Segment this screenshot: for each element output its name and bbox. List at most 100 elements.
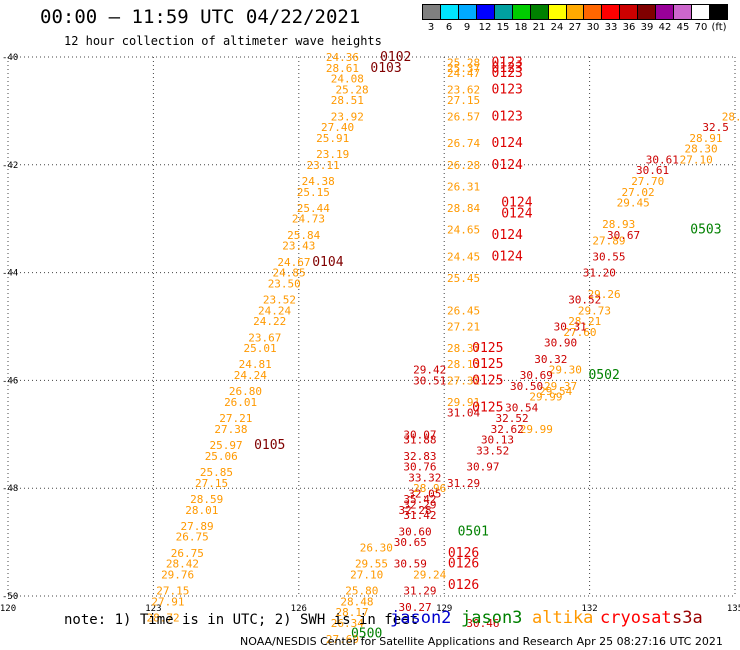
color-scale-labels: 3 6 9 12 15 18 21 24 27 30 33 36 39 42 45 70 (ft) (422, 22, 728, 33)
wave-height-label: 30.07 (403, 428, 436, 441)
pass-id-label: 0124 (492, 158, 523, 173)
wave-height-label: 26.45 (447, 304, 480, 317)
color-scale-cell (530, 5, 549, 19)
color-scale-label: 70 (694, 22, 708, 33)
wave-height-label: 30.13 (481, 434, 514, 447)
color-scale-cells (422, 4, 728, 20)
wave-height-label: 23.19 (316, 148, 349, 161)
wave-height-label: 30.50 (510, 380, 543, 393)
color-scale-label: 6 (445, 22, 453, 33)
wave-height-label: 30.97 (466, 461, 499, 474)
wave-height-label: 28.51 (331, 94, 364, 107)
wave-height-label: 29.99 (520, 423, 553, 436)
legend-item-s3a: s3a (672, 608, 703, 628)
color-scale-label: 33 (604, 22, 618, 33)
y-tick-label: -48 (2, 484, 18, 494)
color-scale-cell (440, 5, 459, 19)
pass-id-label: 0123 (492, 55, 523, 70)
wave-height-label: 23.67 (248, 331, 281, 344)
wave-height-label: 25.97 (210, 439, 243, 452)
x-tick-label: 120 (0, 604, 16, 614)
wave-height-label: 28.01 (185, 504, 218, 517)
wave-height-label: 28.91 (689, 132, 722, 145)
wave-height-label: 23.92 (331, 110, 364, 123)
wave-height-label: 29.26 (588, 288, 621, 301)
wave-height-label: 25.28 (336, 83, 369, 96)
color-scale-cell (566, 5, 585, 19)
wave-height-label: 30.52 (568, 294, 601, 307)
color-scale-label: 45 (676, 22, 690, 33)
wave-height-label: 25.37 (447, 62, 480, 75)
wave-height-label: 25.85 (200, 466, 233, 479)
wave-height-label: 24.38 (302, 175, 335, 188)
wave-height-label: 28.9 (722, 110, 740, 123)
pass-id-label: 0124 (501, 206, 532, 221)
color-scale-label: 30 (586, 22, 600, 33)
x-tick-label: 129 (436, 604, 452, 614)
wave-height-label: 27.10 (680, 153, 713, 166)
x-tick-label: 126 (291, 604, 307, 614)
wave-height-label: 32.52 (495, 412, 528, 425)
wave-height-label: 32.83 (403, 450, 436, 463)
wave-height-label: 30.27 (399, 601, 432, 614)
color-scale-label: 39 (640, 22, 654, 33)
pass-id-label: 0125 (472, 357, 503, 372)
color-scale-cell (692, 5, 710, 19)
legend-item-jason2: jason2 (390, 608, 452, 628)
wave-height-label: 30.54 (505, 401, 538, 414)
color-scale-cell (458, 5, 477, 19)
pass-id-label: 0502 (588, 368, 619, 383)
color-scale-cell (584, 5, 603, 19)
wave-height-label: 29.54 (539, 385, 572, 398)
wave-height-label: 27.15 (195, 477, 228, 490)
y-tick-label: -42 (2, 161, 18, 171)
color-scale-cell (620, 5, 639, 19)
wave-height-label: 25.84 (287, 229, 320, 242)
wave-height-label: 28.93 (602, 218, 635, 231)
wave-height-label: 24.24 (258, 304, 291, 317)
pass-id-label: 0124 (501, 196, 532, 211)
pass-id-label: 0102 (380, 50, 411, 65)
wave-height-label: 29.45 (617, 197, 650, 210)
pass-id-label: 0124 (492, 136, 523, 151)
wave-height-label: 29.42 (413, 364, 446, 377)
wave-height-label: 30.69 (520, 369, 553, 382)
wave-height-label: 26.74 (447, 137, 480, 150)
wave-height-label: 27.60 (563, 326, 596, 339)
wave-height-label: 25.06 (205, 450, 238, 463)
pass-id-label: 0123 (492, 109, 523, 124)
color-scale-label: 18 (514, 22, 528, 33)
wave-height-label: 24.36 (326, 51, 359, 64)
wave-height-label: 25.80 (345, 585, 378, 598)
wave-height-label: 31.88 (403, 434, 436, 447)
wave-height-label: 25.45 (447, 272, 480, 285)
y-tick-label: -46 (2, 376, 18, 386)
wave-height-label: 24.47 (447, 67, 480, 80)
wave-height-label: 35.42 (403, 493, 436, 506)
wave-height-label: 30.51 (413, 374, 446, 387)
color-scale-cell (656, 5, 675, 19)
wave-height-label: 31.20 (583, 267, 616, 280)
wave-height-label: 27.21 (219, 412, 252, 425)
wave-height-label: 29.30 (549, 364, 582, 377)
wave-height-label: 24.81 (239, 358, 272, 371)
wave-height-label: 27.69 (326, 633, 359, 646)
wave-height-label: 25.44 (297, 202, 330, 215)
wave-height-label: 23.11 (306, 159, 339, 172)
wave-height-label: 26.75 (176, 531, 209, 544)
wave-height-label: 24.73 (292, 213, 325, 226)
color-scale-label: 9 (463, 22, 471, 33)
color-scale-label: 12 (478, 22, 492, 33)
legend-item-jason3: jason3 (461, 608, 523, 628)
color-scale-cell (476, 5, 495, 19)
wave-height-label: 27.15 (156, 585, 189, 598)
legend-item-altika: altika (532, 608, 594, 628)
wave-height-label: 29.73 (578, 304, 611, 317)
pass-id-label: 0501 (458, 524, 489, 539)
wave-height-label: 30.67 (607, 229, 640, 242)
y-tick-label: -44 (2, 269, 18, 279)
wave-height-label: 27.91 (151, 595, 184, 608)
wave-height-label: 27.40 (321, 121, 354, 134)
wave-height-label: 27.89 (180, 520, 213, 533)
